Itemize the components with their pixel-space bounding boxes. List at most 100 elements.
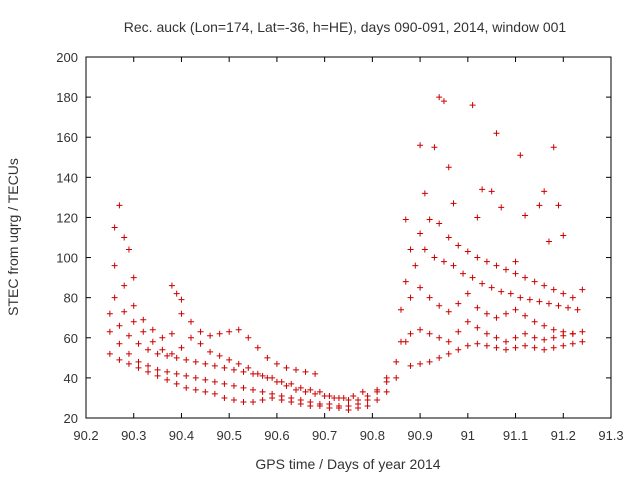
data-point <box>512 344 519 351</box>
data-point <box>345 396 352 403</box>
data-point <box>364 402 371 409</box>
data-point <box>116 340 123 347</box>
data-point <box>111 294 118 301</box>
data-point <box>512 258 519 265</box>
data-point <box>245 364 252 371</box>
data-point <box>235 326 242 333</box>
data-point <box>493 262 500 269</box>
data-point <box>130 302 137 309</box>
data-point <box>483 342 490 349</box>
data-point <box>312 390 319 397</box>
series-sat-5 <box>111 294 366 401</box>
y-tick-label: 20 <box>64 411 78 426</box>
data-point <box>445 234 452 241</box>
data-point <box>149 338 156 345</box>
data-point <box>250 398 257 405</box>
y-tick-label: 40 <box>64 371 78 386</box>
data-point <box>402 278 409 285</box>
data-point <box>154 372 161 379</box>
data-point <box>474 214 481 221</box>
data-point <box>178 344 185 351</box>
series-sat-3 <box>106 310 409 403</box>
data-point <box>474 304 481 311</box>
data-point <box>531 344 538 351</box>
data-point <box>164 352 171 359</box>
data-point <box>125 332 132 339</box>
data-point <box>226 328 233 335</box>
data-point <box>188 318 194 325</box>
data-point <box>545 238 552 245</box>
data-point <box>474 324 481 331</box>
data-point <box>340 394 347 401</box>
data-point <box>479 186 486 193</box>
data-point <box>483 330 490 337</box>
data-point <box>111 224 118 231</box>
data-point <box>221 364 228 371</box>
data-point <box>145 368 152 375</box>
data-point <box>164 376 171 383</box>
y-tick-label: 180 <box>56 90 78 105</box>
data-point <box>111 262 118 269</box>
data-point <box>512 334 519 341</box>
data-point <box>383 388 390 395</box>
data-point <box>488 188 495 195</box>
data-point <box>493 334 500 341</box>
data-point <box>398 338 404 345</box>
x-tick-label: 90.9 <box>407 428 432 443</box>
data-point <box>407 294 414 301</box>
data-point <box>374 386 381 393</box>
data-point <box>226 356 233 363</box>
data-point <box>288 380 295 387</box>
data-point <box>393 358 400 365</box>
data-point <box>474 340 481 347</box>
data-point <box>273 378 280 385</box>
data-point <box>545 300 552 307</box>
data-point <box>464 342 471 349</box>
data-point <box>121 234 128 241</box>
data-point <box>483 258 490 265</box>
data-point <box>173 370 180 377</box>
data-point <box>531 318 538 325</box>
data-point <box>264 374 271 381</box>
data-point <box>560 328 567 335</box>
data-point <box>364 392 371 399</box>
data-point <box>283 364 290 371</box>
data-point <box>426 330 433 337</box>
data-point <box>417 230 424 237</box>
data-point <box>483 310 490 317</box>
data-point <box>455 328 462 335</box>
data-point <box>211 378 218 385</box>
y-tick-label: 160 <box>56 130 78 145</box>
data-point <box>517 294 524 301</box>
data-point <box>183 356 190 363</box>
data-point <box>259 372 266 379</box>
data-point <box>302 388 309 395</box>
data-point <box>522 312 529 319</box>
data-point <box>149 326 156 333</box>
data-point <box>316 400 323 407</box>
data-point <box>536 202 543 209</box>
data-point <box>216 352 223 359</box>
data-point <box>288 394 295 401</box>
data-point <box>168 282 175 289</box>
data-point <box>407 330 414 337</box>
data-point <box>154 350 161 357</box>
x-tick-label: 91.1 <box>503 428 528 443</box>
x-tick-label: 90.5 <box>217 428 242 443</box>
series-sat-4 <box>111 262 319 377</box>
data-point <box>541 346 548 353</box>
data-point <box>273 360 280 367</box>
data-point <box>479 280 486 287</box>
data-point <box>426 216 433 223</box>
data-point <box>503 338 509 345</box>
y-tick-label: 200 <box>56 50 78 65</box>
data-point <box>569 330 576 337</box>
y-tick-label: 60 <box>64 331 78 346</box>
data-point <box>135 340 142 347</box>
data-point <box>464 248 471 255</box>
data-point <box>374 396 381 403</box>
x-tick-label: 91 <box>461 428 475 443</box>
data-point <box>154 366 161 373</box>
data-point <box>445 308 452 315</box>
data-point <box>173 290 180 297</box>
